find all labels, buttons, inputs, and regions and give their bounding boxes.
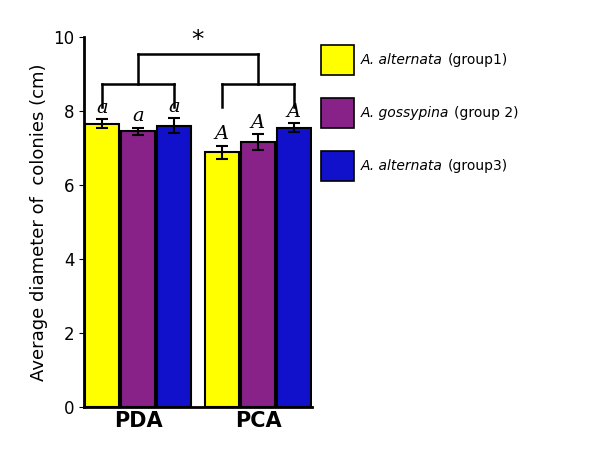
Text: (group 2): (group 2) bbox=[454, 106, 518, 120]
Bar bbox=[241, 142, 275, 407]
Bar bbox=[85, 124, 119, 407]
Bar bbox=[277, 128, 311, 407]
Text: (group3): (group3) bbox=[448, 159, 508, 173]
Text: A. gossypina: A. gossypina bbox=[361, 106, 454, 120]
Text: a: a bbox=[168, 98, 180, 116]
Text: A: A bbox=[215, 125, 229, 143]
Text: a: a bbox=[96, 99, 108, 117]
Bar bbox=[121, 131, 155, 407]
Text: A. alternata: A. alternata bbox=[361, 53, 448, 67]
Bar bbox=[157, 126, 191, 407]
Text: A: A bbox=[251, 114, 265, 132]
Text: *: * bbox=[192, 28, 204, 52]
Bar bbox=[205, 152, 239, 407]
Text: A: A bbox=[287, 103, 301, 121]
Y-axis label: Average diameter of  colonies (cm): Average diameter of colonies (cm) bbox=[29, 63, 47, 381]
Text: (group1): (group1) bbox=[448, 53, 508, 67]
Text: a: a bbox=[132, 107, 144, 125]
Text: A. alternata: A. alternata bbox=[361, 159, 448, 173]
